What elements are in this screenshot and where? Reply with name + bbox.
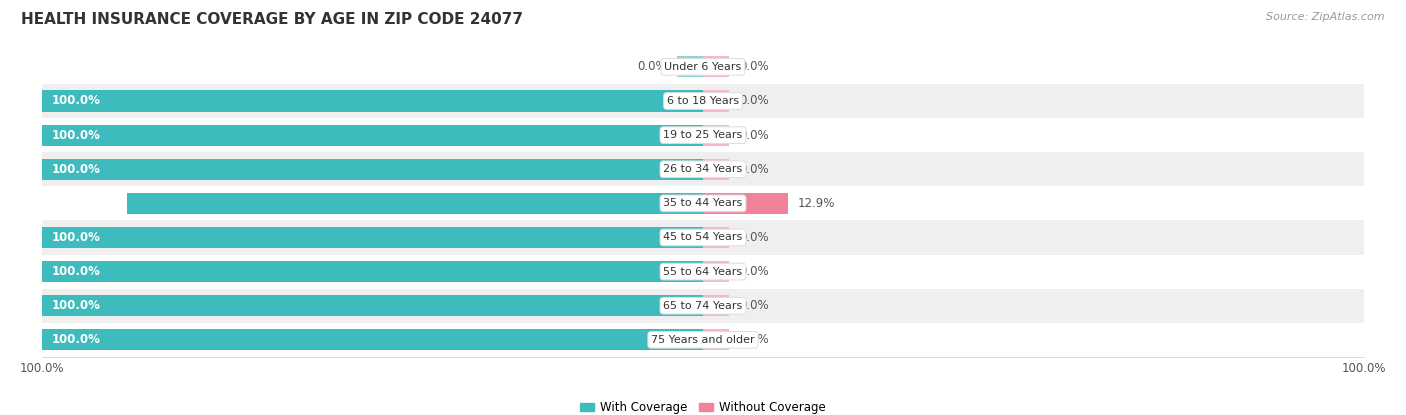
Bar: [42, 186, 1364, 220]
Bar: [42, 152, 1364, 186]
Text: 0.0%: 0.0%: [740, 60, 769, 73]
Text: 26 to 34 Years: 26 to 34 Years: [664, 164, 742, 174]
Text: HEALTH INSURANCE COVERAGE BY AGE IN ZIP CODE 24077: HEALTH INSURANCE COVERAGE BY AGE IN ZIP …: [21, 12, 523, 27]
Text: 0.0%: 0.0%: [740, 265, 769, 278]
Text: 100.0%: 100.0%: [52, 231, 101, 244]
Bar: [42, 118, 1364, 152]
Legend: With Coverage, Without Coverage: With Coverage, Without Coverage: [575, 396, 831, 415]
Bar: [42, 323, 1364, 357]
Bar: [703, 56, 730, 78]
Text: 0.0%: 0.0%: [637, 60, 666, 73]
Bar: [42, 50, 1364, 84]
Bar: [42, 227, 703, 248]
Text: 6 to 18 Years: 6 to 18 Years: [666, 96, 740, 106]
Text: 65 to 74 Years: 65 to 74 Years: [664, 301, 742, 311]
Text: 75 Years and older: 75 Years and older: [651, 335, 755, 345]
Bar: [703, 124, 730, 146]
Bar: [703, 227, 730, 248]
Text: 100.0%: 100.0%: [52, 129, 101, 142]
Text: 87.1%: 87.1%: [52, 197, 93, 210]
Bar: [703, 193, 789, 214]
Bar: [703, 261, 730, 282]
Bar: [42, 220, 1364, 254]
Text: Under 6 Years: Under 6 Years: [665, 62, 741, 72]
Text: 100.0%: 100.0%: [52, 299, 101, 312]
Bar: [42, 289, 1364, 323]
Text: 19 to 25 Years: 19 to 25 Years: [664, 130, 742, 140]
Bar: [42, 90, 703, 112]
Text: 55 to 64 Years: 55 to 64 Years: [664, 266, 742, 276]
Text: 100.0%: 100.0%: [52, 95, 101, 107]
Bar: [42, 84, 1364, 118]
Text: 100.0%: 100.0%: [52, 163, 101, 176]
Bar: [42, 261, 703, 282]
Text: 12.9%: 12.9%: [799, 197, 835, 210]
Text: 100.0%: 100.0%: [52, 333, 101, 347]
Text: 0.0%: 0.0%: [740, 231, 769, 244]
Bar: [703, 329, 730, 350]
Bar: [703, 159, 730, 180]
Bar: [42, 254, 1364, 289]
Text: 45 to 54 Years: 45 to 54 Years: [664, 232, 742, 242]
Bar: [42, 124, 703, 146]
Text: Source: ZipAtlas.com: Source: ZipAtlas.com: [1267, 12, 1385, 22]
Text: 100.0%: 100.0%: [52, 265, 101, 278]
Bar: [676, 56, 703, 78]
Bar: [42, 295, 703, 316]
Text: 35 to 44 Years: 35 to 44 Years: [664, 198, 742, 208]
Text: 0.0%: 0.0%: [740, 129, 769, 142]
Text: 0.0%: 0.0%: [740, 333, 769, 347]
Text: 0.0%: 0.0%: [740, 95, 769, 107]
Bar: [128, 193, 703, 214]
Bar: [703, 295, 730, 316]
Text: 0.0%: 0.0%: [740, 299, 769, 312]
Bar: [703, 90, 730, 112]
Bar: [42, 329, 703, 350]
Text: 0.0%: 0.0%: [740, 163, 769, 176]
Bar: [42, 159, 703, 180]
